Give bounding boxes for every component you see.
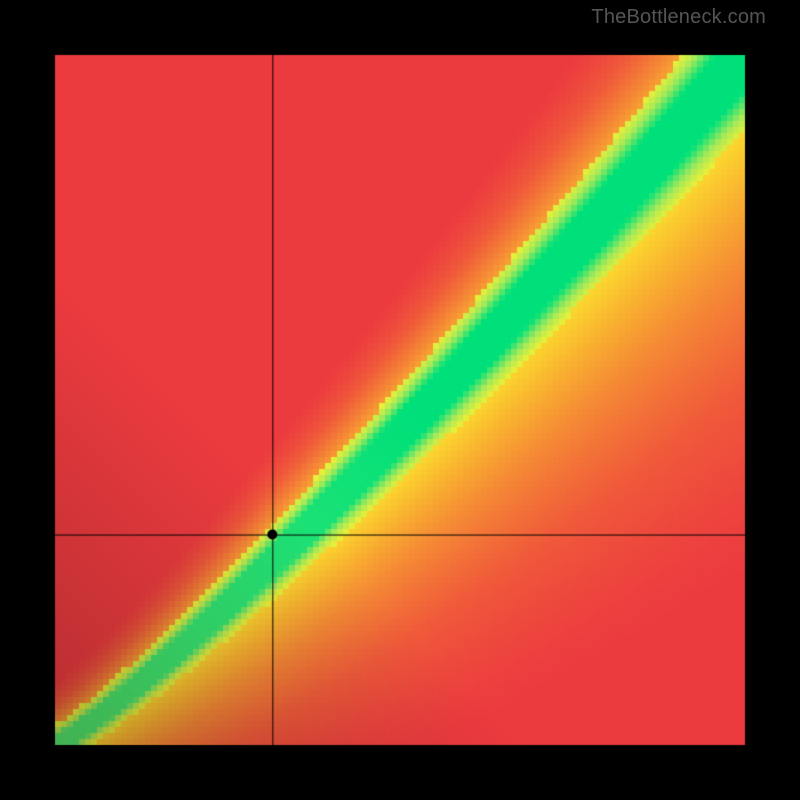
heatmap-canvas	[0, 0, 800, 800]
watermark-text: TheBottleneck.com	[591, 6, 766, 29]
chart-container: TheBottleneck.com	[0, 0, 800, 800]
